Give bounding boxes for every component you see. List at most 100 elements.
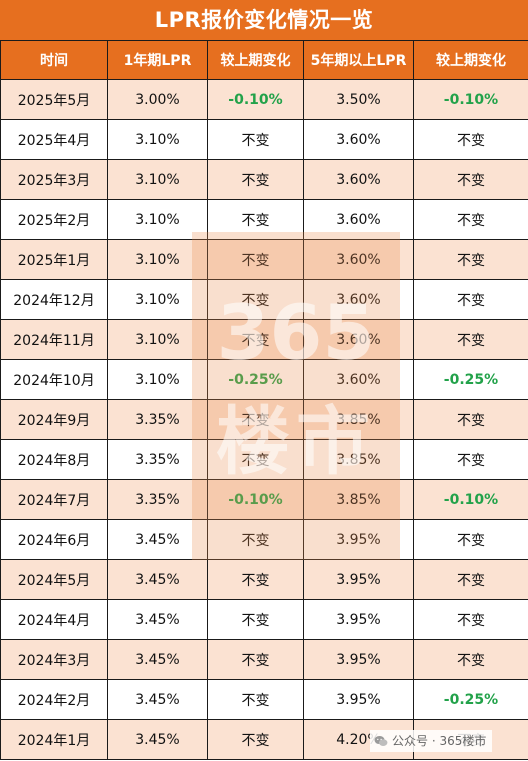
cell-5y-change: 不变: [413, 399, 528, 440]
table-row: 2024年5月 3.45% 不变 3.95% 不变: [0, 559, 528, 600]
cell-time: 2024年1月: [0, 719, 108, 760]
wechat-icon: [374, 736, 388, 746]
cell-5y-change: 不变: [413, 519, 528, 560]
cell-1y-lpr: 3.45%: [107, 519, 208, 560]
cell-time: 2024年6月: [0, 519, 108, 560]
cell-1y-change: 不变: [207, 199, 304, 240]
cell-time: 2025年2月: [0, 199, 108, 240]
cell-1y-change: 不变: [207, 159, 304, 200]
table-row: 2024年12月 3.10% 不变 3.60% 不变: [0, 279, 528, 320]
cell-1y-lpr: 3.45%: [107, 679, 208, 720]
cell-5y-lpr: 3.60%: [303, 119, 414, 160]
cell-5y-lpr: 3.60%: [303, 159, 414, 200]
cell-5y-change: 不变: [413, 559, 528, 600]
cell-5y-lpr: 3.95%: [303, 559, 414, 600]
table-header-row: 时间 1年期LPR 较上期变化 5年期以上LPR 较上期变化: [0, 40, 528, 80]
cell-time: 2024年8月: [0, 439, 108, 480]
cell-5y-lpr: 3.85%: [303, 439, 414, 480]
cell-1y-change: 不变: [207, 119, 304, 160]
cell-5y-lpr: 3.95%: [303, 519, 414, 560]
cell-1y-lpr: 3.45%: [107, 599, 208, 640]
cell-5y-change: 不变: [413, 639, 528, 680]
table-row: 2025年5月 3.00% -0.10% 3.50% -0.10%: [0, 79, 528, 120]
cell-5y-lpr: 3.95%: [303, 639, 414, 680]
cell-1y-lpr: 3.10%: [107, 159, 208, 200]
cell-5y-lpr: 3.85%: [303, 479, 414, 520]
cell-1y-lpr: 3.10%: [107, 119, 208, 160]
cell-5y-lpr: 3.85%: [303, 399, 414, 440]
cell-5y-lpr: 3.60%: [303, 359, 414, 400]
cell-1y-change: 不变: [207, 399, 304, 440]
header-1y-change: 较上期变化: [207, 40, 304, 80]
header-5y-lpr: 5年期以上LPR: [303, 40, 414, 80]
cell-1y-change: 不变: [207, 439, 304, 480]
cell-time: 2025年1月: [0, 239, 108, 280]
lpr-table: 时间 1年期LPR 较上期变化 5年期以上LPR 较上期变化 2025年5月 3.…: [0, 40, 528, 760]
cell-1y-lpr: 3.45%: [107, 719, 208, 760]
cell-1y-change: 不变: [207, 599, 304, 640]
cell-5y-change: 不变: [413, 199, 528, 240]
cell-time: 2025年5月: [0, 79, 108, 120]
cell-1y-change: 不变: [207, 279, 304, 320]
cell-5y-lpr: 3.60%: [303, 279, 414, 320]
cell-5y-lpr: 3.95%: [303, 679, 414, 720]
cell-5y-change: -0.25%: [413, 359, 528, 400]
cell-1y-lpr: 3.35%: [107, 439, 208, 480]
cell-1y-lpr: 3.10%: [107, 199, 208, 240]
table-row: 2025年3月 3.10% 不变 3.60% 不变: [0, 159, 528, 200]
cell-1y-lpr: 3.35%: [107, 479, 208, 520]
cell-1y-lpr: 3.10%: [107, 359, 208, 400]
cell-1y-change: 不变: [207, 679, 304, 720]
cell-time: 2024年12月: [0, 279, 108, 320]
cell-5y-change: -0.25%: [413, 679, 528, 720]
cell-time: 2024年4月: [0, 599, 108, 640]
cell-5y-change: 不变: [413, 119, 528, 160]
cell-5y-lpr: 3.50%: [303, 79, 414, 120]
cell-5y-change: 不变: [413, 279, 528, 320]
cell-5y-lpr: 3.60%: [303, 239, 414, 280]
table-row: 2024年4月 3.45% 不变 3.95% 不变: [0, 599, 528, 640]
header-time: 时间: [0, 40, 108, 80]
cell-time: 2024年5月: [0, 559, 108, 600]
source-credit: 公众号 · 365楼市: [370, 730, 493, 752]
cell-1y-lpr: 3.35%: [107, 399, 208, 440]
page-title: LPR报价变化情况一览: [0, 0, 528, 40]
cell-1y-change: 不变: [207, 239, 304, 280]
table-row: 2025年2月 3.10% 不变 3.60% 不变: [0, 199, 528, 240]
cell-time: 2024年9月: [0, 399, 108, 440]
cell-time: 2025年4月: [0, 119, 108, 160]
table-row: 2024年6月 3.45% 不变 3.95% 不变: [0, 519, 528, 560]
cell-time: 2024年2月: [0, 679, 108, 720]
cell-1y-lpr: 3.10%: [107, 239, 208, 280]
cell-5y-change: 不变: [413, 439, 528, 480]
cell-5y-change: 不变: [413, 239, 528, 280]
header-1y-lpr: 1年期LPR: [107, 40, 208, 80]
cell-5y-change: -0.10%: [413, 79, 528, 120]
cell-1y-change: 不变: [207, 639, 304, 680]
cell-1y-change: -0.25%: [207, 359, 304, 400]
table-row: 2024年11月 3.10% 不变 3.60% 不变: [0, 319, 528, 360]
cell-1y-change: -0.10%: [207, 479, 304, 520]
cell-1y-change: 不变: [207, 719, 304, 760]
cell-time: 2025年3月: [0, 159, 108, 200]
cell-1y-change: 不变: [207, 319, 304, 360]
cell-5y-lpr: 3.60%: [303, 319, 414, 360]
header-5y-change: 较上期变化: [413, 40, 528, 80]
credit-text: 公众号 · 365楼市: [392, 734, 487, 748]
table-row: 2025年4月 3.10% 不变 3.60% 不变: [0, 119, 528, 160]
cell-1y-change: 不变: [207, 519, 304, 560]
table-row: 2024年9月 3.35% 不变 3.85% 不变: [0, 399, 528, 440]
cell-5y-change: 不变: [413, 319, 528, 360]
cell-5y-lpr: 3.60%: [303, 199, 414, 240]
cell-1y-lpr: 3.00%: [107, 79, 208, 120]
cell-1y-lpr: 3.45%: [107, 559, 208, 600]
cell-1y-lpr: 3.10%: [107, 279, 208, 320]
cell-5y-change: 不变: [413, 159, 528, 200]
cell-time: 2024年3月: [0, 639, 108, 680]
cell-5y-lpr: 3.95%: [303, 599, 414, 640]
cell-time: 2024年10月: [0, 359, 108, 400]
cell-5y-change: -0.10%: [413, 479, 528, 520]
table-row: 2024年10月 3.10% -0.25% 3.60% -0.25%: [0, 359, 528, 400]
